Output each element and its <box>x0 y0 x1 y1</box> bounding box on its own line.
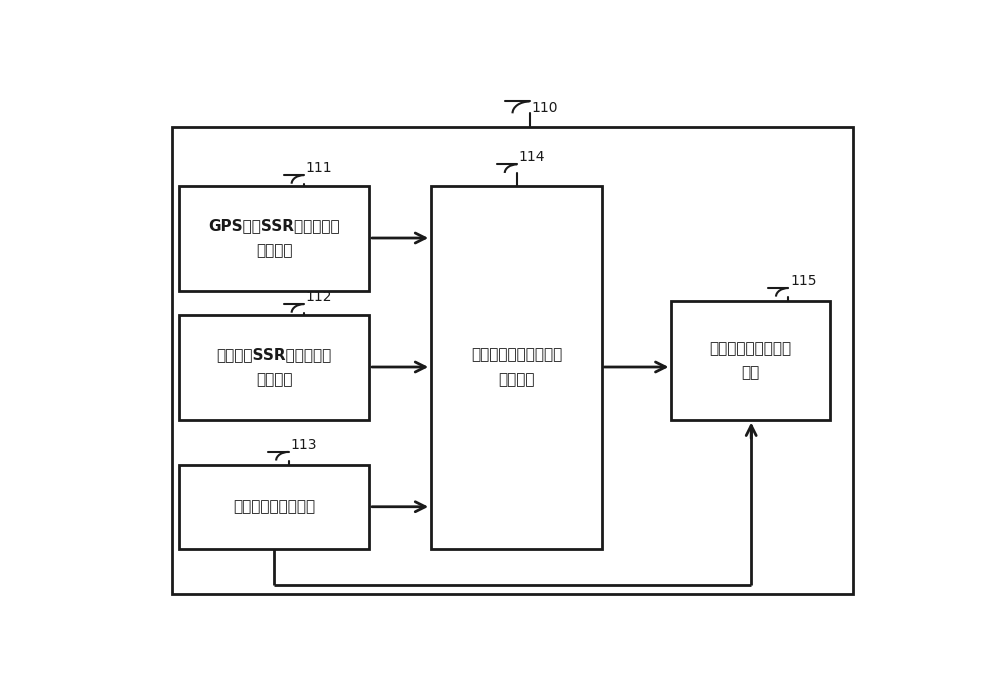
Text: 原始观测量生成单元: 原始观测量生成单元 <box>233 500 315 514</box>
Bar <box>179 315 369 419</box>
Text: GPS卫星SSR数据获取、
解析单元: GPS卫星SSR数据获取、 解析单元 <box>208 218 340 258</box>
Text: 114: 114 <box>519 150 545 165</box>
Text: 115: 115 <box>790 274 816 288</box>
Text: 110: 110 <box>532 101 558 115</box>
Bar <box>179 466 369 549</box>
Bar <box>179 186 369 290</box>
Text: 卫星时钟、轨道校正量
计算单元: 卫星时钟、轨道校正量 计算单元 <box>471 348 562 387</box>
Bar <box>671 302 830 419</box>
Bar <box>431 186 602 549</box>
Bar <box>172 127 853 595</box>
Text: 定位解算、输出显示
单元: 定位解算、输出显示 单元 <box>710 341 792 380</box>
Text: 112: 112 <box>306 290 332 304</box>
Text: 北斗卫星SSR数据获取、
解析单元: 北斗卫星SSR数据获取、 解析单元 <box>217 348 332 387</box>
Text: 113: 113 <box>290 438 317 452</box>
Text: 111: 111 <box>306 161 332 175</box>
